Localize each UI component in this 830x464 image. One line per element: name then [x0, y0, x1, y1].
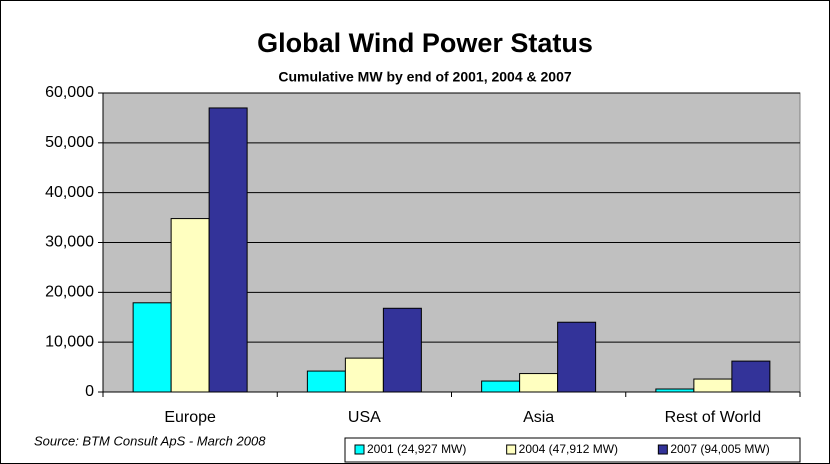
bar: [519, 373, 559, 393]
legend-swatch: [506, 444, 517, 455]
bar: [655, 388, 695, 393]
chart-title: Global Wind Power Status: [257, 28, 593, 58]
legend-swatch: [354, 444, 365, 455]
bar: [208, 107, 248, 393]
chart-subtitle: Cumulative MW by end of 2001, 2004 & 200…: [278, 69, 572, 85]
x-tick-label: USA: [348, 409, 381, 426]
bar: [481, 380, 521, 393]
source-note: Source: BTM Consult ApS - March 2008: [34, 433, 266, 448]
y-tick-label: 50,000: [45, 134, 94, 151]
bar: [344, 357, 384, 393]
y-tick-label: 30,000: [45, 234, 94, 251]
y-tick-label: 40,000: [45, 184, 94, 201]
x-tick-label: Asia: [523, 409, 554, 426]
bar: [693, 378, 733, 393]
bar: [132, 302, 172, 393]
legend-label: 2004 (47,912 MW): [519, 442, 618, 456]
bar: [170, 218, 210, 393]
x-tick-label: Rest of World: [665, 409, 762, 426]
bar: [731, 360, 771, 393]
legend-label: 2001 (24,927 MW): [367, 442, 466, 456]
legend-label: 2007 (94,005 MW): [670, 442, 769, 456]
bar: [557, 321, 597, 393]
legend-box: [344, 437, 801, 463]
y-tick-label: 60,000: [45, 84, 94, 101]
y-tick-label: 20,000: [45, 284, 94, 301]
legend-swatch: [657, 444, 668, 455]
y-tick-label: 0: [85, 383, 94, 400]
x-tick-label: Europe: [164, 409, 216, 426]
y-tick-label: 10,000: [45, 333, 94, 350]
bar: [306, 370, 346, 393]
bar: [382, 307, 422, 393]
